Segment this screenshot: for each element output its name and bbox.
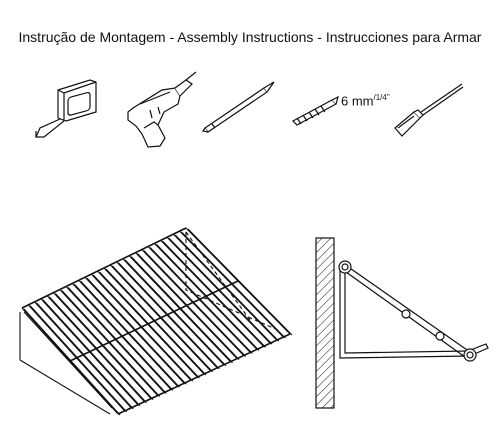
shelf-hidden-bracket xyxy=(185,231,279,331)
page-title: Instrução de Montagem - Assembly Instruc… xyxy=(18,29,482,45)
shelf-wire xyxy=(23,311,113,409)
shelf-wire xyxy=(21,227,187,309)
shelf-wire xyxy=(55,293,154,400)
shelf-wire xyxy=(36,302,134,410)
shelf-wire xyxy=(162,240,266,348)
shelf-wire xyxy=(156,244,260,351)
drill-bit-icon xyxy=(292,95,339,126)
power-drill-icon xyxy=(127,71,197,148)
shelf-wire xyxy=(137,253,240,360)
shelf-wire xyxy=(61,290,161,397)
shelf-wire xyxy=(174,234,280,342)
shelf-wire xyxy=(23,308,121,416)
shelf-wire xyxy=(48,296,147,404)
pencil-icon xyxy=(202,81,275,133)
shelf-wire xyxy=(67,287,167,394)
shelf-wire xyxy=(149,247,253,354)
shelf-wire xyxy=(105,268,207,376)
wall-section xyxy=(315,237,335,409)
shelf-wire xyxy=(19,359,111,415)
bracket xyxy=(338,260,489,362)
shelf-wire xyxy=(99,271,200,379)
shelf-wire xyxy=(86,277,187,385)
shelf-wire xyxy=(187,228,293,336)
shelf-wire xyxy=(29,305,128,413)
drill-bit-size-label: 6 mm/1/4" xyxy=(341,93,390,108)
screwdriver-icon xyxy=(394,83,464,137)
shelf-wire xyxy=(69,280,239,362)
shelf-wire xyxy=(111,265,214,373)
shelf-wire xyxy=(42,299,141,407)
shelf-wire xyxy=(118,262,220,370)
shelf-wire xyxy=(92,274,194,382)
tape-measure-icon xyxy=(35,79,97,138)
shelf-wire xyxy=(80,280,180,388)
shelf-wire xyxy=(130,256,233,364)
shelf-wire xyxy=(124,259,227,367)
shelf-wire xyxy=(74,284,174,391)
drill-bit-size-fraction: /1/4" xyxy=(373,93,390,102)
shelf-wire xyxy=(143,250,247,357)
shelf-wire xyxy=(117,333,291,415)
drill-bit-size: 6 mm xyxy=(341,93,374,109)
